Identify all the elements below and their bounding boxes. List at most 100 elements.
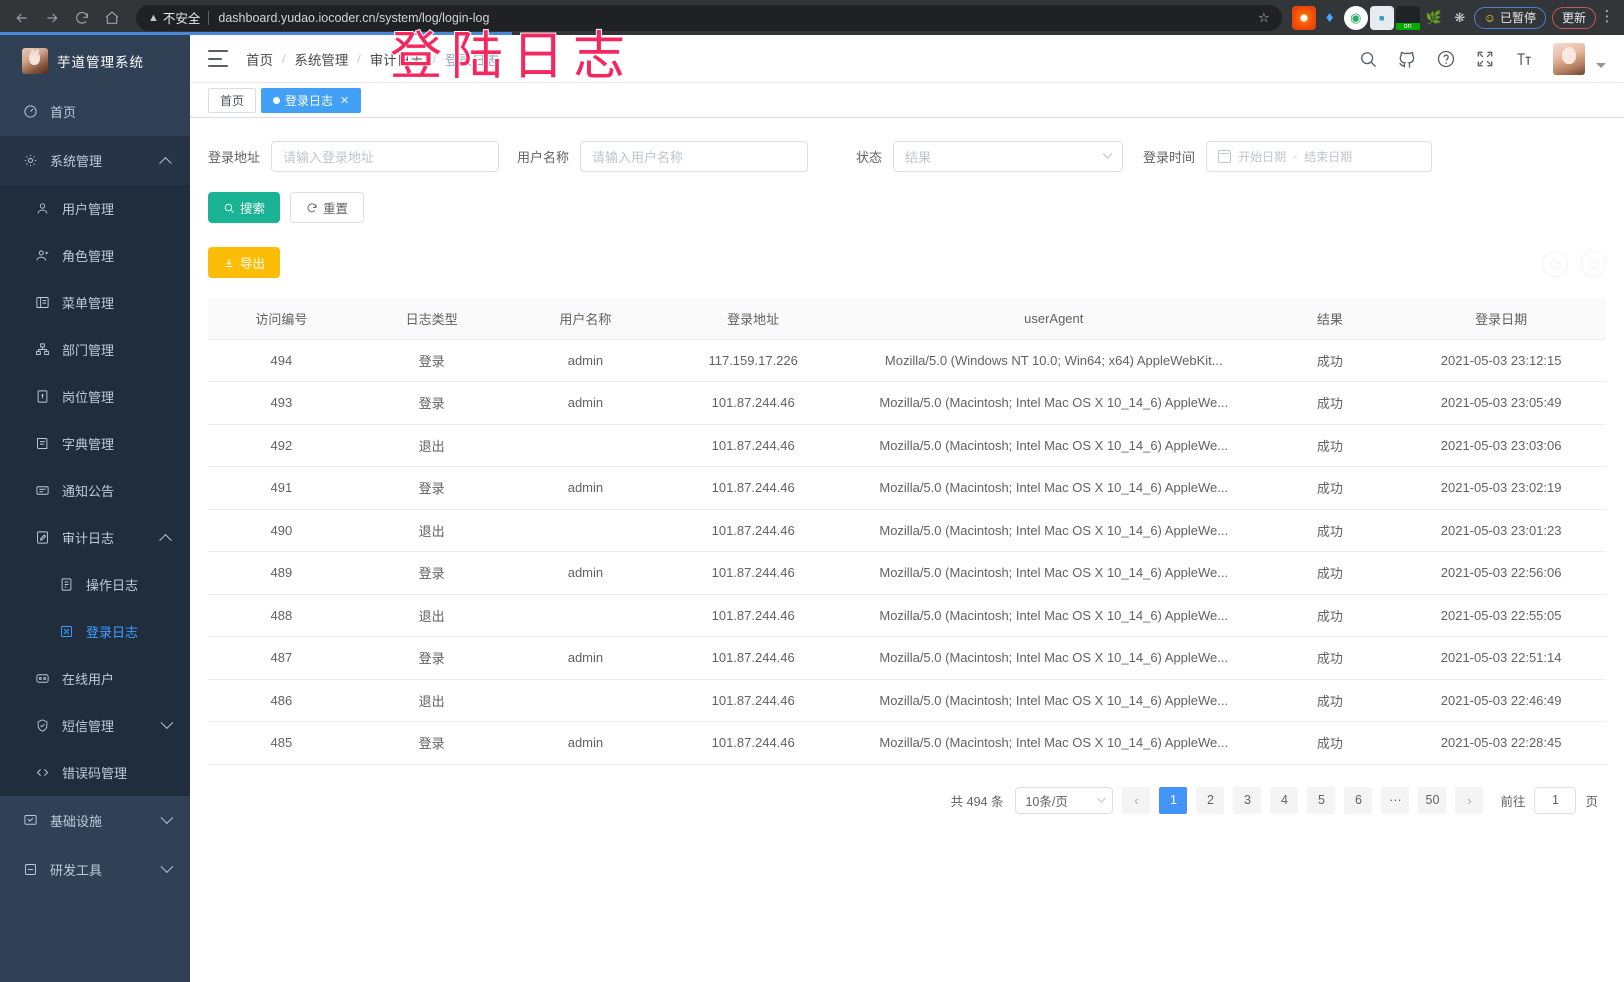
refresh-circle-icon[interactable] [1542, 251, 1568, 277]
reset-button[interactable]: 重置 [290, 192, 365, 223]
forward-arrow-icon[interactable] [38, 4, 66, 32]
status-select[interactable]: 结果 [893, 140, 1124, 172]
brand[interactable]: 芋道管理系统 [0, 35, 190, 87]
table-row[interactable]: 492 退出 101.87.244.46 Mozilla/5.0 (Macintosh… [208, 424, 1606, 467]
login-addr-input[interactable]: 请输入登录地址 [271, 140, 500, 172]
login-time-daterange[interactable]: 开始日期 - 结束日期 [1206, 140, 1433, 172]
table-row[interactable]: 494 登录 admin 117.159.17.226 Mozilla/5.0 (Win… [208, 339, 1606, 382]
columns-settings-icon[interactable] [1580, 251, 1606, 277]
sidebar-item-audit-log[interactable]: 审计日志 [0, 514, 190, 561]
close-icon[interactable]: ✕ [340, 94, 350, 107]
text-size-icon[interactable] [1514, 49, 1534, 69]
page-button-50[interactable]: 50 [1418, 786, 1447, 814]
sidebar-item-sms[interactable]: 短信管理 [0, 702, 190, 749]
table-row[interactable]: 488 退出 101.87.244.46 Mozilla/5.0 (Macintosh… [208, 594, 1606, 637]
column-header-type[interactable]: 日志类型 [354, 298, 509, 340]
cell-user: admin [508, 381, 663, 425]
chevron-down-icon [1097, 794, 1107, 803]
github-icon[interactable] [1397, 49, 1417, 69]
table-row[interactable]: 491 登录 admin 101.87.244.46 Mozilla/5.0 (Maci… [208, 466, 1606, 510]
sidebar-item-infrastructure[interactable]: 基础设施 [0, 796, 190, 845]
export-button[interactable]: 导出 [208, 247, 281, 278]
page-button-2[interactable]: 2 [1196, 786, 1225, 814]
search-icon[interactable] [1358, 49, 1378, 69]
sidebar: 芋道管理系统 首页 系统管理 用户管 [0, 35, 190, 982]
table-row[interactable]: 490 退出 101.87.244.46 Mozilla/5.0 (Macintosh… [208, 509, 1606, 552]
sidebar-item-menus[interactable]: 菜单管理 [0, 279, 190, 326]
table-row[interactable]: 487 登录 admin 101.87.244.46 Mozilla/5.0 (Maci… [208, 636, 1606, 680]
column-header-user[interactable]: 用户名称 [508, 298, 663, 340]
search-button[interactable]: 搜索 [208, 192, 281, 223]
breadcrumb-item-audit-log[interactable]: 审计日志 [369, 52, 424, 68]
page-ellipsis[interactable]: ··· [1381, 786, 1410, 814]
tree-icon [34, 341, 51, 358]
sidebar-item-notices[interactable]: 通知公告 [0, 467, 190, 514]
home-icon[interactable] [98, 4, 126, 32]
goto-page-input[interactable]: 1 [1534, 786, 1577, 814]
username-input[interactable]: 请输入用户名称 [580, 140, 809, 172]
table-row[interactable]: 493 登录 admin 101.87.244.46 Mozilla/5.0 (Maci… [208, 381, 1606, 425]
sidebar-item-roles[interactable]: 角色管理 [0, 232, 190, 279]
book-icon [34, 435, 51, 452]
wechat-icon[interactable]: ◉ [1343, 5, 1368, 30]
column-header-result[interactable]: 结果 [1263, 298, 1397, 340]
table-row[interactable]: 486 退出 101.87.244.46 Mozilla/5.0 (Macintosh… [208, 679, 1606, 722]
sidebar-item-label: 操作日志 [86, 578, 139, 593]
sidebar-item-dev-tools[interactable]: 研发工具 [0, 845, 190, 894]
ublock-icon[interactable] [1291, 5, 1316, 30]
sidebar-item-posts[interactable]: 岗位管理 [0, 373, 190, 420]
column-header-useragent[interactable]: userAgent [844, 298, 1264, 340]
avatar[interactable] [1553, 42, 1585, 75]
sidebar-item-label: 岗位管理 [62, 390, 115, 405]
sidebar-item-operation-log[interactable]: 操作日志 [0, 561, 190, 608]
column-header-id[interactable]: 访问编号 [208, 298, 355, 340]
cell-date: 2021-05-03 22:56:06 [1396, 551, 1606, 595]
reload-icon[interactable] [68, 4, 96, 32]
help-icon[interactable] [1436, 49, 1456, 69]
on-icon[interactable]: on [1395, 5, 1420, 30]
fullscreen-icon[interactable] [1475, 49, 1495, 69]
table-row[interactable]: 489 登录 admin 101.87.244.46 Mozilla/5.0 (Maci… [208, 551, 1606, 595]
chevron-down-icon[interactable] [1596, 63, 1606, 68]
cell-user: admin [508, 551, 663, 595]
column-header-date[interactable]: 登录日期 [1396, 298, 1606, 340]
diamond-icon[interactable]: ♦ [1325, 9, 1334, 26]
page-button-1[interactable]: 1 [1159, 786, 1188, 814]
address-bar[interactable]: ▲ 不安全 dashboard.yudao.iocoder.cn/system/… [136, 4, 1282, 31]
sidebar-item-system[interactable]: 系统管理 [0, 136, 190, 185]
tab-home[interactable]: 首页 [208, 87, 257, 113]
paused-extension-button[interactable]: ☺ 已暂停 [1473, 6, 1546, 29]
table-row[interactable]: 485 登录 admin 101.87.244.46 Mozilla/5.0 (Maci… [208, 721, 1606, 765]
sidebar-item-dicts[interactable]: 字典管理 [0, 420, 190, 467]
column-header-ip[interactable]: 登录地址 [662, 298, 845, 340]
page-button-6[interactable]: 6 [1344, 786, 1373, 814]
page-button-5[interactable]: 5 [1307, 786, 1336, 814]
hamburger-icon[interactable] [208, 50, 228, 67]
puzzle-icon[interactable]: ❋ [1454, 9, 1466, 25]
leaf-icon[interactable]: 🌿 [1425, 9, 1442, 25]
update-button[interactable]: 更新 [1551, 6, 1596, 29]
sidebar-item-label: 短信管理 [62, 719, 115, 734]
page-button-4[interactable]: 4 [1270, 786, 1299, 814]
update-label: 更新 [1561, 11, 1586, 25]
breadcrumb-item-home[interactable]: 首页 [246, 52, 273, 68]
star-icon[interactable]: ☆ [1258, 9, 1270, 25]
next-page-button[interactable]: › [1455, 786, 1484, 814]
page-size-select[interactable]: 10条/页 [1015, 786, 1114, 814]
sidebar-item-users[interactable]: 用户管理 [0, 185, 190, 232]
kebab-menu-icon[interactable]: ⋮ [1599, 8, 1615, 26]
topbar-actions [1358, 42, 1606, 75]
sidebar-item-online-users[interactable]: 在线用户 [0, 655, 190, 702]
tab-login-log[interactable]: 登录日志 ✕ [261, 87, 362, 113]
page-button-3[interactable]: 3 [1233, 786, 1262, 814]
sidebar-item-home[interactable]: 首页 [0, 87, 190, 136]
back-arrow-icon[interactable] [8, 4, 36, 32]
reset-button-label: 重置 [323, 202, 349, 216]
app-icon[interactable]: ■ [1369, 5, 1394, 30]
breadcrumb-item-system[interactable]: 系统管理 [294, 52, 349, 68]
sidebar-item-error-codes[interactable]: 错误码管理 [0, 749, 190, 796]
sidebar-item-login-log[interactable]: 登录日志 [0, 608, 190, 655]
login-addr-label: 登录地址 [208, 149, 261, 165]
sidebar-item-departments[interactable]: 部门管理 [0, 326, 190, 373]
prev-page-button[interactable]: ‹ [1122, 786, 1151, 814]
